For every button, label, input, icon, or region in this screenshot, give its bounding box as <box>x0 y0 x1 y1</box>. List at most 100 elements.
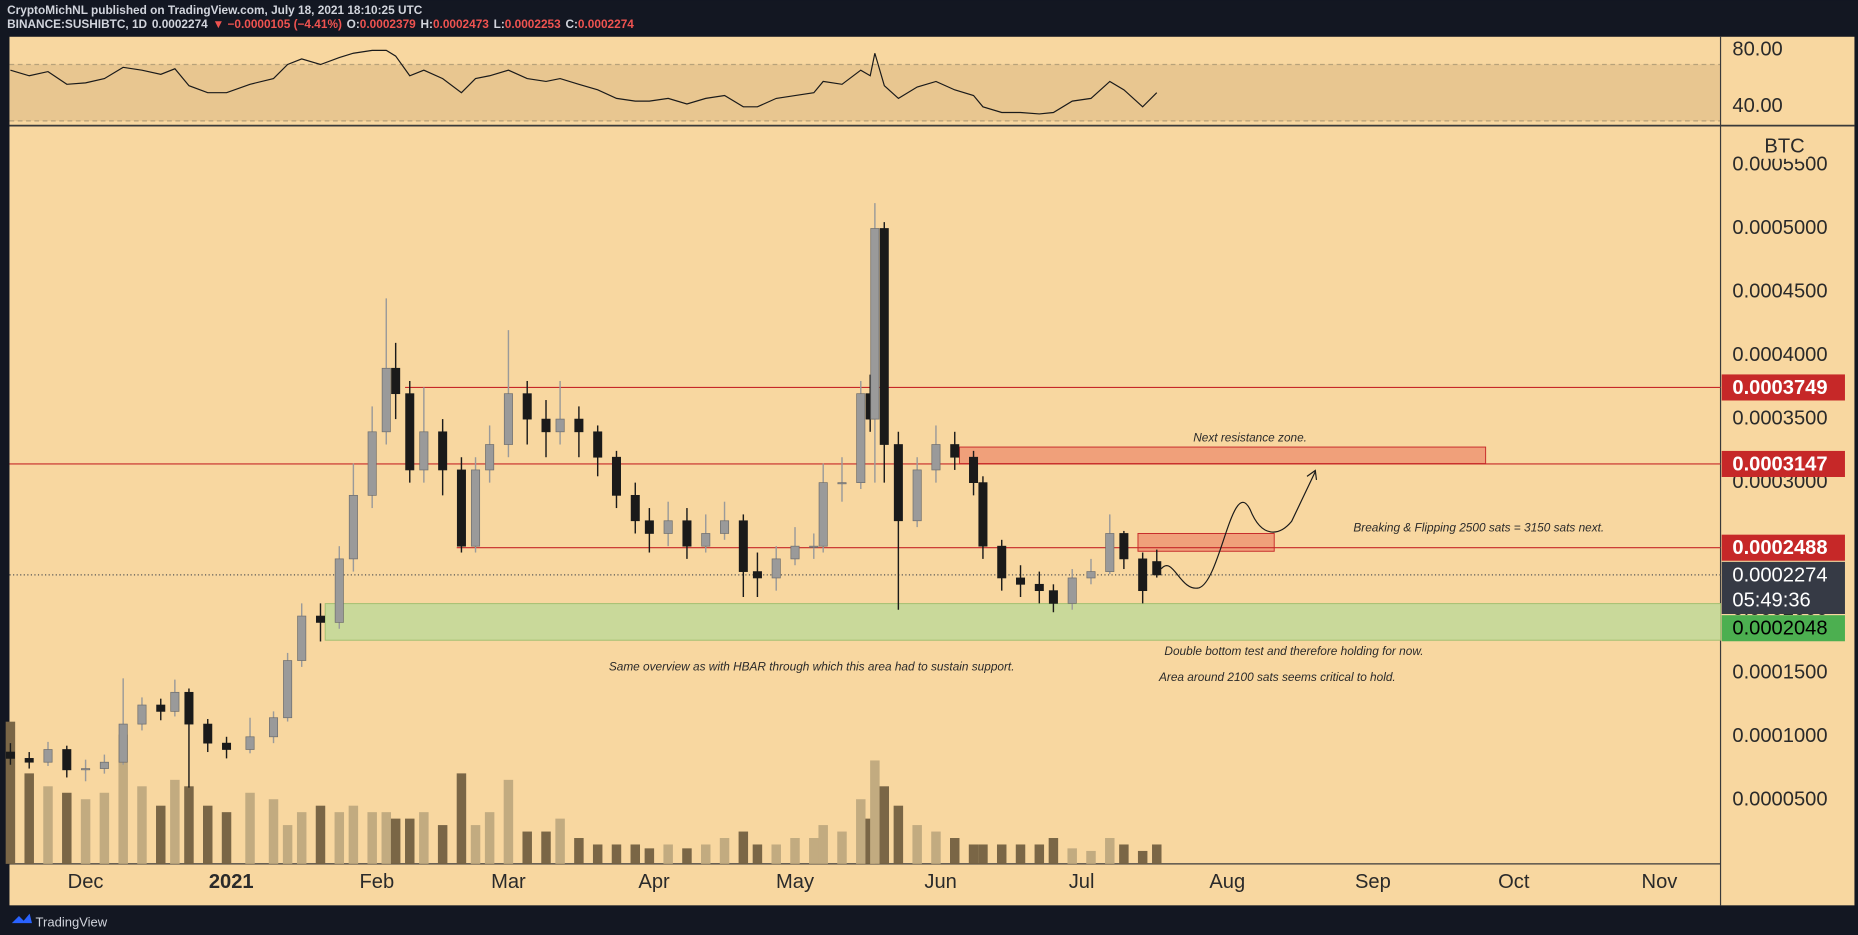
candle-body <box>222 742 232 750</box>
volume-bar <box>484 812 495 864</box>
candle-body <box>790 545 800 560</box>
candle-body <box>1048 590 1058 604</box>
candle-body <box>997 545 1007 579</box>
candle-body <box>837 482 847 485</box>
volume-bar <box>390 818 401 864</box>
candle-body <box>5 751 15 759</box>
volume-bar <box>5 721 16 864</box>
candle-body <box>1119 533 1129 560</box>
volume-bar <box>856 799 866 864</box>
volume-bar <box>701 844 711 864</box>
candle-body <box>644 520 654 534</box>
zone-label-bg <box>1721 615 1845 642</box>
y-tick-label: 0.0001500 <box>1732 662 1827 684</box>
candle-body <box>893 444 903 522</box>
rsi-pane: 80.00 40.00 <box>9 39 1783 122</box>
rsi-line <box>10 49 1158 115</box>
x-tick-label: Dec <box>68 871 104 893</box>
candle-body <box>456 469 466 547</box>
level-label: 0.0003147 <box>1732 453 1827 475</box>
volume-bar <box>62 792 72 864</box>
candle-body <box>1067 577 1077 604</box>
candle-body <box>630 494 640 522</box>
candle-body <box>1016 577 1026 585</box>
volume-bar <box>268 799 279 864</box>
countdown-label: 05:49:36 <box>1732 589 1810 611</box>
candle-body <box>720 520 730 534</box>
volume-bar <box>968 844 979 864</box>
arrow-head <box>1306 469 1318 481</box>
candle-body <box>245 736 255 750</box>
volume-bar <box>24 773 34 864</box>
volume-bar <box>719 838 730 864</box>
volume-bar <box>170 779 180 864</box>
volume-bar <box>893 805 904 864</box>
candle-body <box>269 717 279 738</box>
rsi-tick-label: 40.00 <box>1732 95 1782 117</box>
candle-body <box>771 558 781 579</box>
candle-body <box>438 431 448 471</box>
candle-body <box>809 545 819 548</box>
volume-bar <box>870 760 880 864</box>
annotation: Next resistance zone. <box>1193 431 1307 445</box>
candle-body <box>348 494 358 560</box>
volume-bar <box>790 838 800 864</box>
candle-body <box>682 520 692 547</box>
ohlc-value: 0.0002473 <box>433 17 489 31</box>
volume-bar <box>99 792 110 864</box>
level-label-bg <box>1721 374 1845 401</box>
ohlc-value: 0.0002253 <box>505 17 561 31</box>
volume-bar <box>118 734 128 864</box>
x-tick-label: Sep <box>1355 871 1391 893</box>
unit-bg <box>1760 132 1809 159</box>
resistance-box <box>1137 532 1275 552</box>
volume-bar <box>203 805 213 864</box>
change: ▼ −0.0000105 (−4.41%) <box>212 17 341 31</box>
volume-bar <box>43 786 53 864</box>
volume-bar <box>456 773 467 864</box>
candle-body <box>663 520 673 534</box>
volume-bar <box>503 779 514 864</box>
volume-bar <box>1034 844 1045 864</box>
y-tick-label: 0.0004000 <box>1732 344 1827 366</box>
candle-body <box>856 393 866 483</box>
volume-bar <box>611 844 622 864</box>
candle-body <box>405 393 415 471</box>
unit-label: BTC <box>1764 135 1804 157</box>
x-tick-label: Jun <box>924 871 956 893</box>
candle-body <box>950 444 960 458</box>
candle-body <box>752 571 762 579</box>
ohlc-key: O: <box>347 17 360 31</box>
annotation: Breaking & Flipping 2500 sats = 3150 sat… <box>1353 521 1604 535</box>
level-label-bg <box>1721 534 1845 561</box>
volume-bar <box>1119 844 1129 864</box>
candle-body <box>701 533 711 547</box>
candle-body <box>334 558 344 623</box>
candle-body <box>1105 533 1115 572</box>
y-tick-label: 0.0005000 <box>1732 217 1827 239</box>
candle-body <box>522 393 532 420</box>
x-tick-label: Mar <box>491 871 526 893</box>
volume-bar <box>334 812 345 864</box>
volume-bar <box>996 844 1007 864</box>
candle-body <box>170 691 180 712</box>
candle-body <box>574 418 584 433</box>
candle-body <box>870 228 880 420</box>
ohlc-key: C: <box>565 17 577 31</box>
candle-body <box>81 768 91 771</box>
volume-bar <box>541 831 551 864</box>
volume-bar <box>931 831 941 864</box>
annotation: Double bottom test and therefore holding… <box>1164 644 1423 658</box>
candle-body <box>315 615 325 623</box>
candle-body <box>391 367 401 395</box>
zone-label: 0.0002048 <box>1732 618 1827 640</box>
volume-bar <box>837 831 847 864</box>
candle-body <box>912 469 922 522</box>
candle-body <box>931 444 941 471</box>
level-label: 0.0003749 <box>1732 377 1827 399</box>
volume-bar <box>419 812 429 864</box>
volume-bar <box>80 799 91 864</box>
candle-body <box>541 418 551 433</box>
volume-bar <box>282 825 293 864</box>
